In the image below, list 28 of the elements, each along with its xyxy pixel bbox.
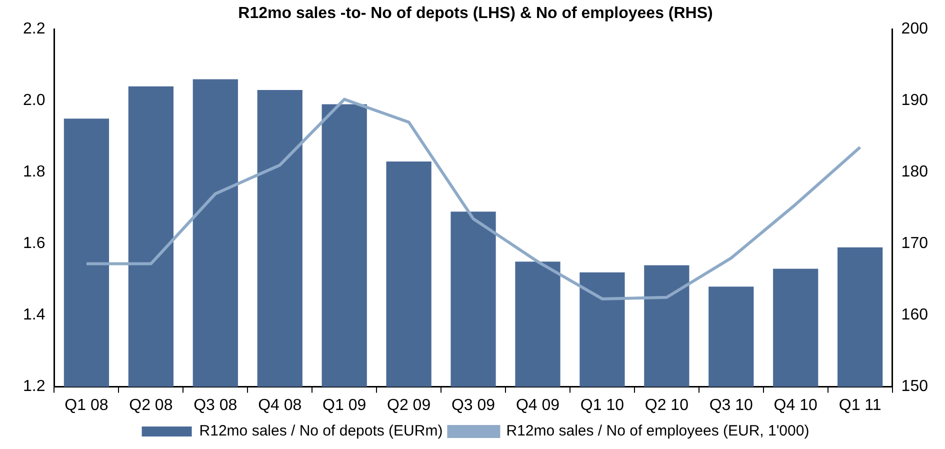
x-tick-label: Q4 08 <box>258 396 302 414</box>
x-tick-label: Q3 10 <box>709 396 754 414</box>
x-tick-label: Q2 08 <box>129 396 173 414</box>
x-tick-label: Q3 08 <box>194 396 238 414</box>
x-tick-label: Q3 09 <box>451 396 496 414</box>
x-tick-label: Q2 09 <box>387 396 431 414</box>
legend-label: R12mo sales / No of employees (EUR, 1'000) <box>506 422 810 440</box>
x-tick-label: Q4 10 <box>774 396 818 414</box>
x-tick-label: Q4 09 <box>516 396 560 414</box>
y-tick-label: 1.2 <box>22 378 46 396</box>
y2-tick-label: 150 <box>901 378 928 396</box>
y-tick-label: 1.8 <box>22 164 46 181</box>
x-tick-label: Q1 10 <box>580 396 624 414</box>
x-tick-label: Q1 08 <box>64 396 108 414</box>
y-tick-label: 1.6 <box>22 235 46 252</box>
x-tick-label: Q2 10 <box>644 396 689 414</box>
y2-tick-label: 170 <box>901 235 928 252</box>
y-tick-label: 2.0 <box>22 92 46 110</box>
y-tick-label: 1.4 <box>22 306 46 324</box>
x-tick-label: Q1 11 <box>838 396 882 414</box>
y2-tick-label: 160 <box>901 306 928 324</box>
y2-tick-label: 200 <box>901 20 928 38</box>
y2-tick-label: 180 <box>901 164 928 181</box>
legend-label: R12mo sales / No of depots (EURm) <box>199 422 443 440</box>
y2-tick-label: 190 <box>901 92 928 110</box>
x-tick-label: Q1 09 <box>322 396 366 414</box>
y-tick-label: 2.2 <box>22 20 46 38</box>
chart-title: R12mo sales -to- No of depots (LHS) & No of employees (RHS) <box>238 5 713 22</box>
